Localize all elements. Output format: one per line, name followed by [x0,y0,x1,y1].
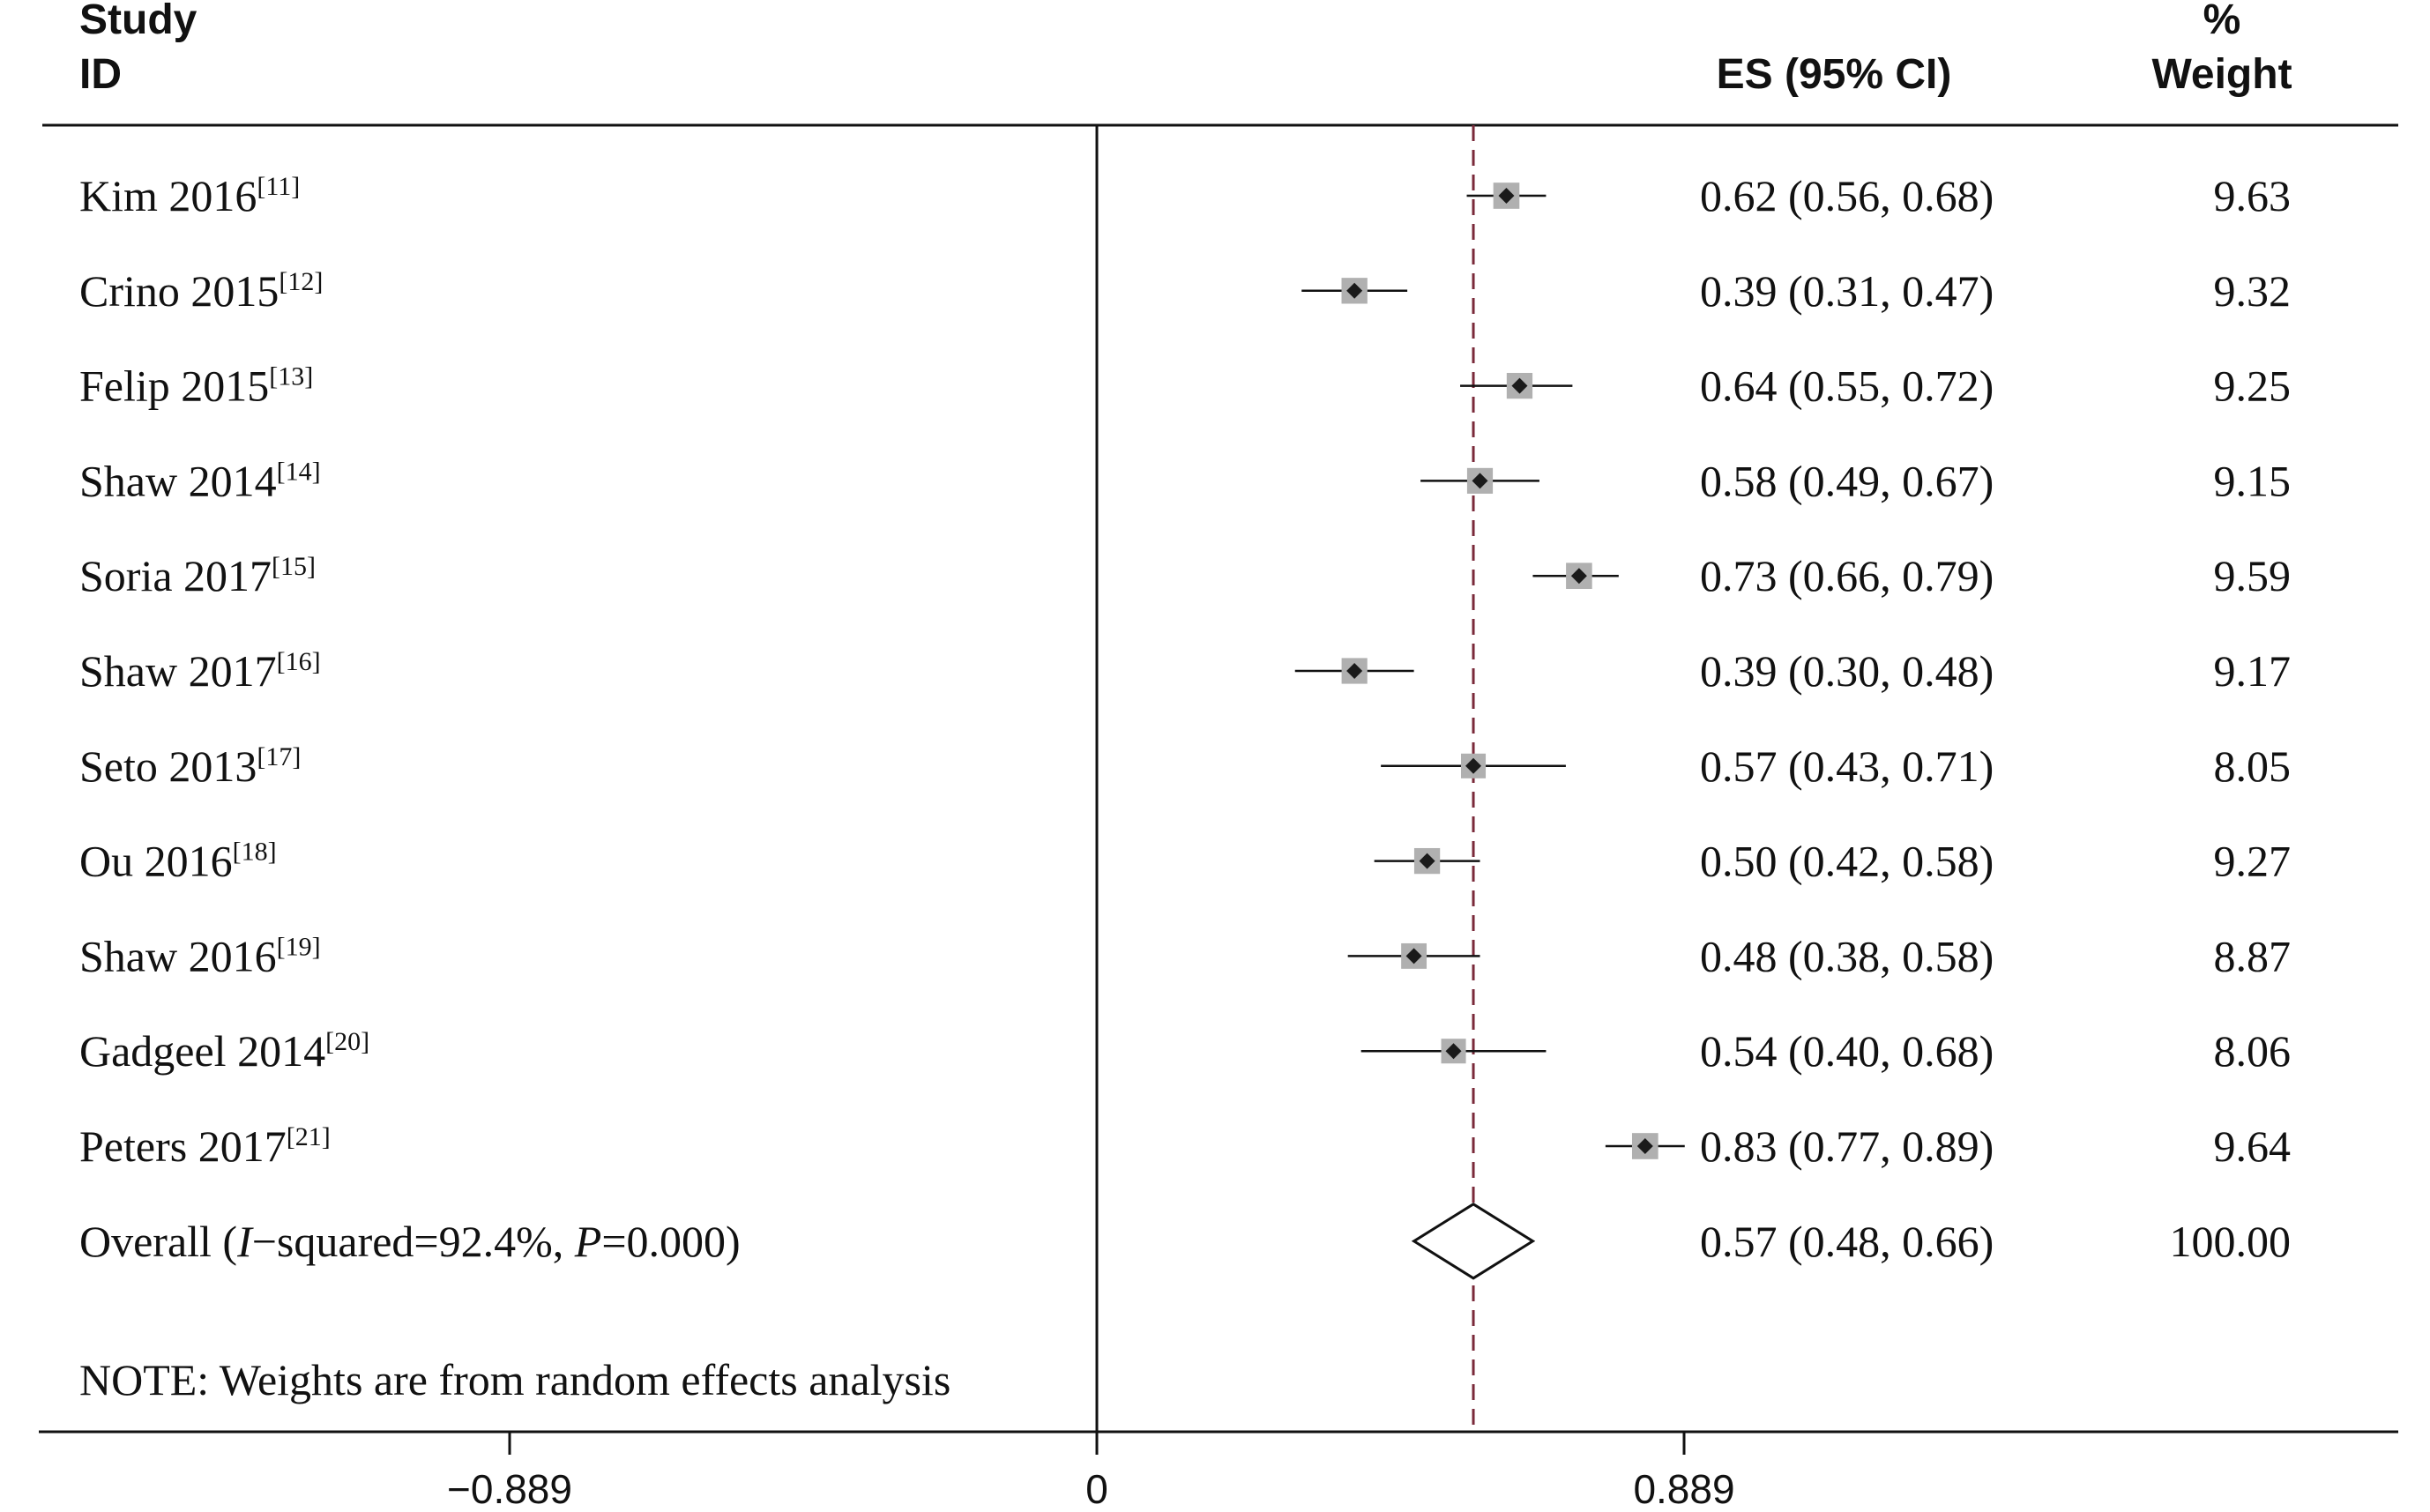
overall-p-symbol: P [574,1217,602,1266]
x-axis-ticks: −0.889 0 0.889 [447,1432,1735,1512]
study-label: Soria 2017[15] [79,551,316,600]
study-name: Felip 2015 [79,361,269,411]
study-label: Felip 2015[13] [79,361,313,411]
study-point [1472,473,1488,489]
overall-diamond [1411,1203,1536,1280]
overall-i2-symbol: I [236,1217,254,1266]
study-weight: 8.05 [2214,741,2292,791]
x-tick-label: −0.889 [447,1466,572,1512]
study-name: Kim 2016 [79,171,257,220]
overall-i2-text: −squared=92.4%, [252,1217,575,1266]
study-weight: 9.17 [2214,646,2292,696]
study-weight: 9.27 [2214,837,2292,886]
study-es-ci: 0.48 (0.38, 0.58) [1700,931,1994,980]
study-es-ci: 0.39 (0.31, 0.47) [1700,266,1994,316]
header-es: ES (95% CI) [1717,51,1952,98]
study-name: Shaw 2017 [79,646,277,696]
header-id: ID [79,51,122,98]
study-ref: [11] [257,172,300,201]
study-ref: [20] [325,1027,369,1056]
study-ref: [16] [277,647,321,676]
study-label: Shaw 2017[16] [79,646,321,696]
study-ref: [17] [257,742,301,771]
study-name: Soria 2017 [79,551,272,600]
overall-p-text: =0.000) [601,1217,740,1266]
study-ref: [19] [277,932,321,961]
study-es-ci: 0.39 (0.30, 0.48) [1700,646,1994,696]
study-label: Shaw 2014[14] [79,456,321,505]
study-es-ci: 0.57 (0.43, 0.71) [1700,741,1994,791]
study-point [1346,663,1363,679]
study-name: Ou 2016 [79,837,233,886]
study-point [1405,948,1422,965]
study-weight: 9.63 [2214,171,2292,220]
study-weight: 9.15 [2214,456,2292,505]
study-rows: Kim 2016[11] 0.62 (0.56, 0.68) 9.63 Crino 2… [79,171,2291,1266]
x-tick-label: 0.889 [1633,1466,1734,1512]
study-es-ci: 0.64 (0.55, 0.72) [1700,361,1994,411]
study-es-ci: 0.73 (0.66, 0.79) [1700,551,1994,600]
study-label: Ou 2016[18] [79,837,277,886]
study-ref: [13] [269,362,313,391]
overall-label: Overall (I−squared=92.4%, P=0.000) [79,1217,741,1266]
study-name: Crino 2015 [79,266,279,316]
study-es-ci: 0.62 (0.56, 0.68) [1700,171,1994,220]
study-ref: [14] [277,457,321,486]
study-name: Shaw 2016 [79,931,277,980]
study-ref: [21] [287,1122,331,1151]
study-es-ci: 0.54 (0.40, 0.68) [1700,1026,1994,1076]
chart-marks [1294,125,1685,1432]
header-weight: Weight [2151,51,2292,98]
study-weight: 8.87 [2214,931,2292,980]
study-name: Seto 2013 [79,741,257,791]
study-weight: 9.59 [2214,551,2292,600]
study-point [1570,568,1587,585]
study-label: Crino 2015[12] [79,266,323,316]
study-weight: 9.32 [2214,266,2292,316]
study-label: Gadgeel 2014[20] [79,1026,369,1076]
study-name: Gadgeel 2014 [79,1026,325,1076]
study-weight: 9.25 [2214,361,2292,411]
study-label: Peters 2017[21] [79,1121,331,1171]
study-point [1636,1138,1653,1154]
study-es-ci: 0.50 (0.42, 0.58) [1700,837,1994,886]
study-point [1346,282,1363,299]
study-label: Shaw 2016[19] [79,931,321,980]
study-weight: 8.06 [2214,1026,2292,1076]
overall-es-ci: 0.57 (0.48, 0.66) [1700,1217,1994,1266]
overall-weight: 100.00 [2170,1217,2292,1266]
study-ref: [12] [279,267,323,296]
study-weight: 9.64 [2214,1121,2292,1171]
header-percent: % [2203,0,2241,43]
study-point [1511,377,1528,394]
x-tick-label: 0 [1085,1466,1108,1512]
study-name: Shaw 2014 [79,456,277,505]
overall-prefix: Overall ( [79,1217,237,1266]
study-ref: [15] [272,552,316,581]
study-point [1465,757,1482,774]
study-label: Kim 2016[11] [79,171,300,220]
study-ref: [18] [233,838,277,867]
study-name: Peters 2017 [79,1121,287,1171]
study-point [1498,188,1515,204]
study-es-ci: 0.58 (0.49, 0.67) [1700,456,1994,505]
study-point [1419,853,1435,869]
study-label: Seto 2013[17] [79,741,301,791]
study-es-ci: 0.83 (0.77, 0.89) [1700,1121,1994,1171]
footnote: NOTE: Weights are from random effects an… [79,1355,950,1404]
header-study: Study [79,0,198,43]
study-point [1445,1043,1462,1060]
